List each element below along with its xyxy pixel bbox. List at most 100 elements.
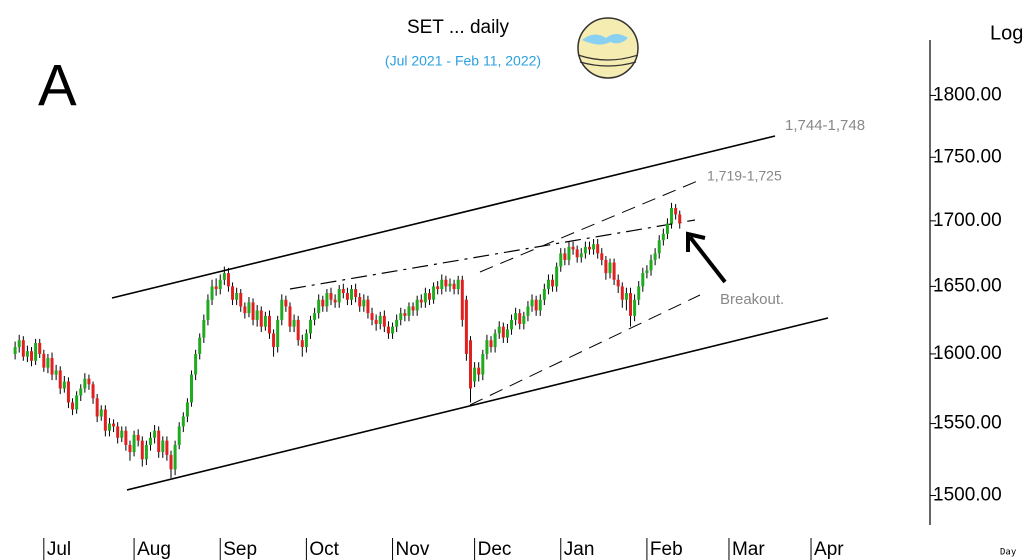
y-tick-label: 1700.00	[933, 210, 1002, 231]
candle-body	[649, 259, 653, 271]
candle-body	[243, 306, 247, 314]
candle-body	[485, 340, 489, 354]
candle-body	[674, 207, 678, 215]
candle-body	[288, 306, 292, 327]
candle-body	[477, 367, 481, 375]
candle-body	[30, 351, 34, 361]
candle-body	[427, 293, 431, 300]
candle-body	[567, 246, 571, 260]
candle-body	[263, 315, 267, 327]
panel-label: A	[38, 53, 77, 118]
candle-body	[403, 313, 407, 316]
candle-body	[629, 293, 633, 316]
candle-body	[501, 326, 505, 338]
candle-body	[284, 299, 288, 307]
candle-body	[116, 426, 120, 438]
candle-body	[231, 286, 235, 300]
candle-body	[366, 299, 370, 314]
candle-body	[620, 286, 624, 300]
candle-body	[136, 434, 140, 441]
y-tick-label: 1550.00	[933, 413, 1002, 434]
candle-body	[71, 402, 75, 410]
candle-body	[276, 319, 280, 348]
candle-body	[399, 313, 403, 320]
candle-body	[112, 423, 116, 427]
candle-body	[350, 289, 354, 300]
candle-body	[497, 326, 501, 334]
candle-body	[181, 416, 185, 427]
candle-body	[247, 302, 251, 314]
candle-body	[313, 313, 317, 320]
candle-body	[157, 430, 161, 453]
candle-body	[514, 313, 518, 320]
candle-body	[329, 293, 333, 300]
candle-body	[308, 319, 312, 334]
candle-body	[370, 313, 374, 320]
candle-body	[571, 246, 575, 250]
breakout-arrow	[686, 231, 727, 284]
candle-body	[46, 358, 50, 368]
candle-body	[140, 440, 144, 460]
candle-body	[362, 299, 366, 307]
candle-body	[645, 270, 649, 274]
candle-body	[165, 440, 169, 455]
candle-body	[542, 289, 546, 300]
candle-body	[296, 319, 300, 341]
candle-body	[505, 329, 509, 338]
candle-body	[551, 279, 555, 287]
annotation: Breakout.	[720, 291, 784, 308]
candle-body	[382, 315, 386, 327]
candle-body	[50, 358, 54, 375]
candle-body	[473, 367, 477, 382]
x-axis-label: Day	[1000, 548, 1017, 558]
candle-body	[259, 310, 263, 327]
x-tick-label: Dec	[478, 539, 512, 560]
x-tick-label: Apr	[814, 539, 844, 560]
candle-body	[444, 279, 448, 287]
candle-body	[633, 299, 637, 316]
candle-body	[218, 279, 222, 290]
x-tick-label: Aug	[137, 539, 171, 560]
candle-body	[42, 353, 46, 368]
logo	[577, 17, 639, 79]
x-tick-label: Nov	[396, 539, 430, 560]
candle-body	[120, 430, 124, 438]
chart-title: SET ... daily	[407, 17, 510, 38]
candle-body	[124, 430, 128, 445]
candle-body	[13, 347, 17, 354]
candle-body	[678, 214, 682, 224]
candle-body	[38, 342, 42, 354]
candle-body	[587, 246, 591, 250]
candle-body	[280, 299, 284, 320]
candle-body	[464, 299, 468, 354]
candle-body	[493, 333, 497, 348]
candle-body	[177, 426, 181, 445]
candle-body	[185, 402, 189, 417]
candle-body	[317, 299, 321, 314]
candle-body	[79, 388, 83, 396]
candle-body	[214, 286, 218, 290]
candle-body	[600, 253, 604, 260]
candle-body	[358, 297, 362, 307]
candle-body	[91, 384, 95, 399]
candle-body	[190, 374, 194, 403]
y-tick-label: 1750.00	[933, 146, 1002, 167]
candle-body	[592, 244, 596, 250]
candle-body	[325, 293, 329, 307]
candle-body	[202, 319, 206, 338]
y-tick-label: 1600.00	[933, 343, 1002, 364]
candle-body	[132, 434, 136, 453]
chart-subtitle: (Jul 2021 - Feb 11, 2022)	[385, 53, 541, 69]
candle-body	[206, 299, 210, 320]
candle-body	[448, 283, 452, 287]
candle-body	[559, 253, 563, 267]
candle-body	[272, 333, 276, 348]
candle-body	[452, 283, 456, 290]
candle-body	[653, 253, 657, 260]
candle-body	[391, 326, 395, 334]
candle-body	[95, 398, 99, 417]
annotation: 1,719-1,725	[707, 168, 782, 184]
candle-body	[345, 293, 349, 300]
candle-body	[354, 289, 358, 298]
